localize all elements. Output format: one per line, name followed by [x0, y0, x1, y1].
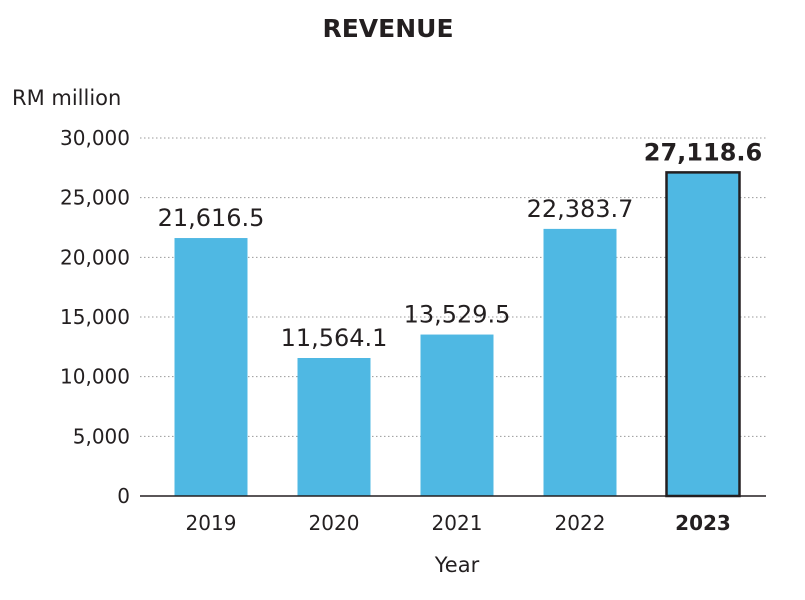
x-tick-label-2020: 2020 — [309, 511, 360, 535]
data-label-2021: 13,529.5 — [404, 301, 511, 329]
y-axis-unit-label: RM million — [12, 86, 121, 110]
y-tick-label: 5,000 — [73, 424, 130, 448]
x-axis-label: Year — [434, 553, 480, 577]
data-label-2023: 27,118.6 — [644, 138, 762, 166]
x-tick-label-2023: 2023 — [675, 511, 731, 535]
bar-2019 — [174, 238, 248, 497]
data-label-2019: 21,616.5 — [158, 204, 265, 232]
x-tick-label-2019: 2019 — [186, 511, 237, 535]
y-tick-label: 25,000 — [60, 186, 130, 210]
bars — [174, 171, 741, 498]
chart-title: REVENUE — [322, 14, 453, 43]
y-tick-label: 10,000 — [60, 365, 130, 389]
bar-2021 — [420, 334, 494, 496]
x-tick-label-2021: 2021 — [432, 511, 483, 535]
y-tick-label: 15,000 — [60, 305, 130, 329]
bar-2022 — [543, 228, 617, 496]
x-axis-ticks: 2019 2020 2021 2022 2023 — [186, 511, 731, 535]
data-labels: 21,616.5 11,564.1 13,529.5 22,383.7 27,118.6 — [158, 138, 763, 352]
bar-2023 — [665, 171, 741, 498]
bar-2020 — [297, 358, 371, 496]
y-tick-label: 0 — [117, 484, 130, 508]
y-tick-label: 20,000 — [60, 245, 130, 269]
data-label-2020: 11,564.1 — [281, 324, 388, 352]
y-axis-ticks: 0 5,000 10,000 15,000 20,000 25,000 30,000 — [60, 126, 130, 508]
y-tick-label: 30,000 — [60, 126, 130, 150]
data-label-2022: 22,383.7 — [527, 195, 634, 223]
x-tick-label-2022: 2022 — [555, 511, 606, 535]
